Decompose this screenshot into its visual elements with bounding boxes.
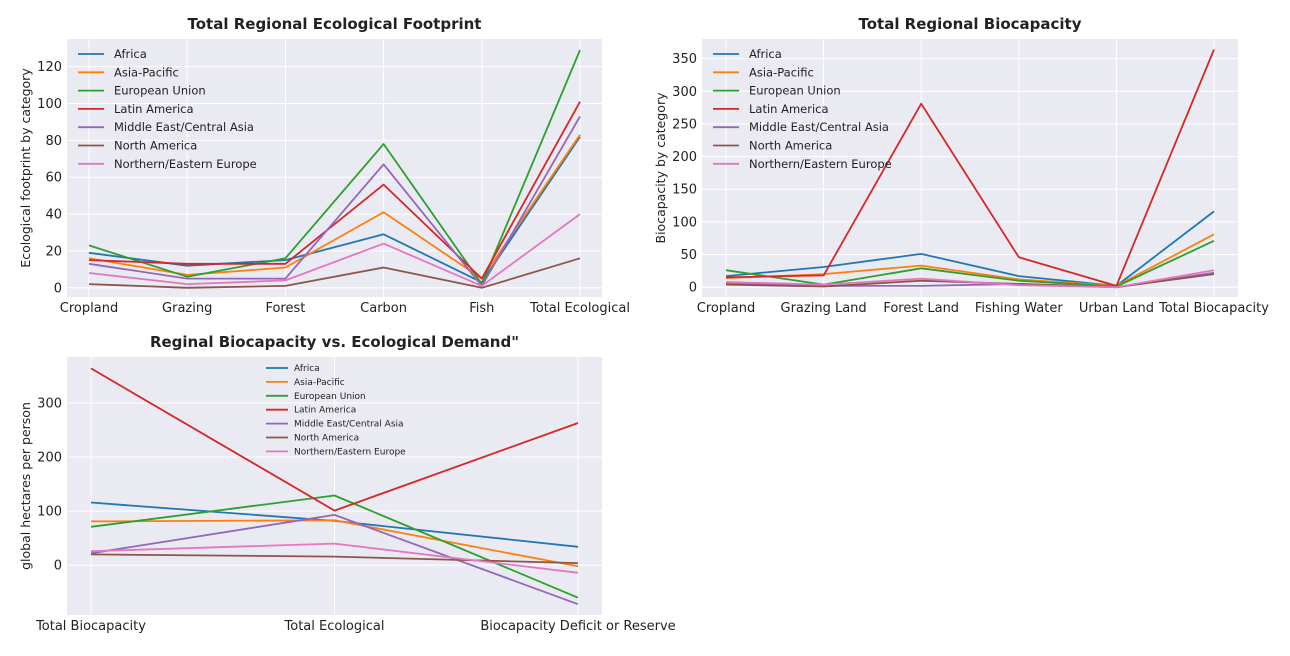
series-line-5 — [90, 514, 579, 606]
legend-label: Africa — [114, 47, 147, 61]
legend-label: Latin America — [749, 102, 829, 116]
x-tick-label: Total Biocapacity — [35, 619, 146, 634]
series-line-4 — [90, 367, 579, 512]
series-line-7 — [88, 213, 581, 287]
y-tick-label: 100 — [37, 97, 62, 112]
legend-label: Asia-Pacific — [114, 65, 179, 79]
series-line-3 — [88, 49, 581, 286]
series-line-2 — [90, 519, 579, 568]
x-tick-label: Grazing Land — [781, 301, 867, 316]
legend-label: European Union — [749, 84, 841, 98]
x-tick-label: Urban Land — [1079, 301, 1154, 316]
series-line-2 — [725, 233, 1215, 287]
y-tick-label: 200 — [37, 451, 62, 466]
legend-label: Africa — [749, 47, 782, 61]
y-tick-label: 100 — [672, 215, 697, 230]
y-axis-label: Biocapacity by category — [653, 92, 668, 244]
legend: Africa Asia-Pacific European Union Latin Am… — [713, 47, 892, 171]
legend-label: Northern/Eastern Europe — [294, 447, 406, 457]
legend-label: Northern/Eastern Europe — [749, 157, 892, 171]
chart-title: Total Regional Ecological Footprint — [188, 15, 482, 33]
y-tick-label: 150 — [672, 183, 697, 198]
series-line-6 — [90, 553, 579, 564]
y-tick-label: 0 — [54, 281, 62, 296]
x-tick-label: Total Ecological — [529, 301, 630, 316]
y-tick-label: 40 — [45, 208, 62, 223]
x-tick-label: Cropland — [697, 301, 755, 316]
series-line-4 — [725, 49, 1215, 287]
series-line-7 — [725, 269, 1215, 289]
legend-label: North America — [114, 139, 197, 153]
legend-label: European Union — [114, 84, 206, 98]
legend-label: European Union — [294, 392, 366, 402]
y-tick-label: 0 — [54, 559, 62, 574]
y-tick-label: 350 — [672, 52, 697, 67]
y-tick-label: 250 — [672, 117, 697, 132]
plot-area — [702, 39, 1238, 297]
x-tick-label: Fish — [469, 301, 494, 316]
legend-label: North America — [749, 139, 832, 153]
chart-3: Total Biocapacity Total Ecological Biocapa… — [18, 333, 676, 634]
legend-label: Asia-Pacific — [749, 65, 814, 79]
legend-label: Latin America — [114, 102, 194, 116]
y-axis-label: Ecological footprint by category — [18, 68, 33, 268]
y-tick-label: 200 — [672, 150, 697, 165]
legend-label: Northern/Eastern Europe — [114, 157, 257, 171]
y-tick-label: 20 — [45, 244, 62, 259]
y-tick-label: 60 — [45, 171, 62, 186]
chart-2: Cropland Grazing Land Forest Land Fishing W… — [653, 15, 1269, 316]
series-line-7 — [90, 542, 579, 574]
legend-label: Latin America — [294, 406, 356, 416]
legend-label: Middle East/Central Asia — [114, 120, 254, 134]
series-line-5 — [88, 115, 581, 287]
series-line-1 — [725, 210, 1215, 287]
legend: Africa Asia-Pacific European Union Latin Am… — [266, 364, 406, 457]
x-tick-label: Forest Land — [883, 301, 959, 316]
y-tick-label: 300 — [37, 396, 62, 411]
plot-area — [67, 39, 602, 297]
legend-label: Middle East/Central Asia — [749, 120, 889, 134]
y-tick-label: 120 — [37, 60, 62, 75]
x-tick-label: Total Biocapacity — [1158, 301, 1269, 316]
x-tick-label: Biocapacity Deficit or Reserve — [480, 619, 675, 634]
chart-1: Cropland Grazing Forest Carbon Fish Total Eco… — [18, 15, 630, 316]
x-tick-label: Forest — [265, 301, 305, 316]
x-tick-label: Total Ecological — [284, 619, 385, 634]
y-tick-label: 80 — [45, 134, 62, 149]
legend-label: Asia-Pacific — [294, 378, 345, 388]
legend: Africa Asia-Pacific European Union Latin Am… — [78, 47, 257, 171]
y-axis-label: global hectares per person — [18, 402, 33, 570]
y-tick-label: 300 — [672, 85, 697, 100]
chart-title: Reginal Biocapacity vs. Ecological Deman… — [150, 333, 519, 351]
legend-label: Middle East/Central Asia — [294, 420, 404, 430]
x-tick-label: Grazing — [162, 301, 212, 316]
y-tick-label: 100 — [37, 505, 62, 520]
y-tick-label: 0 — [689, 281, 697, 296]
x-tick-label: Cropland — [60, 301, 118, 316]
chart-title: Total Regional Biocapacity — [858, 15, 1081, 33]
series-line-4 — [88, 101, 581, 280]
legend-label: North America — [294, 434, 359, 444]
series-line-6 — [88, 257, 581, 289]
series-line-3 — [725, 239, 1215, 288]
x-tick-label: Fishing Water — [975, 301, 1063, 316]
legend-label: Africa — [294, 364, 320, 374]
x-tick-label: Carbon — [360, 301, 407, 316]
y-tick-label: 50 — [680, 248, 697, 263]
